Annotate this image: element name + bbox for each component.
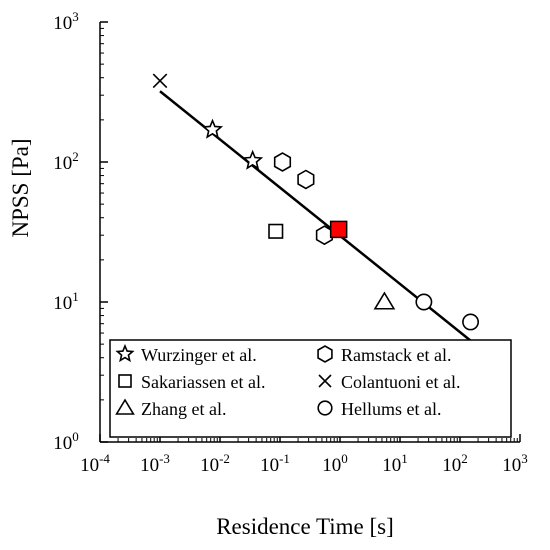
x-tick-label: 10-2 bbox=[200, 451, 230, 476]
x-tick-label: 103 bbox=[502, 451, 528, 476]
y-tick-label: 103 bbox=[53, 9, 79, 34]
x-tick-label: 10-3 bbox=[140, 451, 170, 476]
legend-entry-label: Sakariassen et al. bbox=[141, 372, 265, 392]
legend-x-icon bbox=[318, 374, 332, 388]
star-marker bbox=[242, 149, 264, 170]
legend-circle-icon bbox=[317, 400, 333, 416]
legend-entry-label: Hellums et al. bbox=[341, 399, 441, 419]
x-axis-label: Residence Time [s] bbox=[216, 514, 394, 539]
legend-entry-label: Zhang et al. bbox=[141, 399, 226, 419]
y-tick-label: 100 bbox=[53, 429, 79, 454]
y-axis-label: NPSS [Pa] bbox=[8, 138, 33, 237]
triangle-marker bbox=[373, 291, 396, 310]
hexagon-marker bbox=[297, 169, 315, 190]
hexagon-marker bbox=[315, 225, 334, 246]
x-tick-label: 101 bbox=[382, 451, 408, 476]
data-markers bbox=[152, 73, 480, 331]
y-tick-label: 102 bbox=[53, 149, 79, 174]
legend-entry-label: Ramstack et al. bbox=[341, 345, 451, 365]
legend-triangle-icon bbox=[115, 398, 135, 415]
legend-box bbox=[109, 339, 512, 438]
x-marker bbox=[152, 73, 168, 89]
x-tick-label: 102 bbox=[442, 451, 468, 476]
x-tick-label: 100 bbox=[322, 451, 348, 476]
hexagon-marker bbox=[273, 152, 292, 172]
highlight-square-marker bbox=[329, 220, 348, 239]
y-tick-label: 101 bbox=[53, 289, 79, 314]
legend-star-icon bbox=[115, 343, 135, 363]
circle-marker bbox=[462, 313, 480, 331]
legend-entry-label: Colantuoni et al. bbox=[341, 372, 460, 392]
legend-entry-label: Wurzinger et al. bbox=[141, 345, 257, 365]
legend: Wurzinger et al. Ramstack et al. Sakariass… bbox=[109, 339, 512, 438]
star-marker bbox=[201, 118, 224, 139]
legend-square-icon bbox=[118, 374, 132, 388]
y-axis-ticks: 100 101 102 103 bbox=[53, 9, 108, 454]
legend-hexagon-icon bbox=[317, 345, 333, 363]
square-marker bbox=[268, 223, 284, 239]
plot-frame bbox=[99, 22, 520, 443]
circle-marker bbox=[415, 293, 433, 311]
x-tick-label: 10-1 bbox=[260, 451, 290, 476]
x-axis-ticks: 10-4 10-3 10-2 10-1 100 101 102 103 bbox=[80, 434, 528, 476]
x-tick-label: 10-4 bbox=[80, 451, 110, 476]
